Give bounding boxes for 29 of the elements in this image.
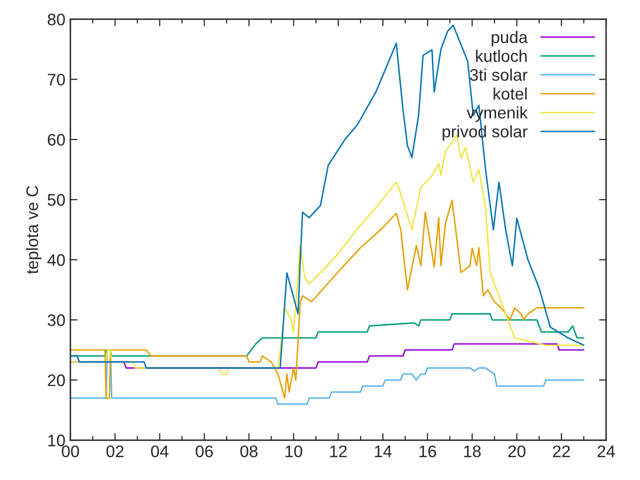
x-tick-label: 24 <box>598 445 615 458</box>
y-tick-label: 30 <box>48 314 65 326</box>
x-tick-label: 22 <box>553 445 570 458</box>
x-tick-label: 02 <box>106 445 124 458</box>
line-series <box>70 200 584 399</box>
legend-label: kutloch <box>476 50 527 62</box>
y-tick-label: 80 <box>48 14 65 26</box>
line-series <box>70 24 584 369</box>
y-tick-label: 50 <box>48 194 65 206</box>
legend-label: puda <box>492 30 528 46</box>
x-tick-label: 12 <box>330 445 347 458</box>
y-tick-label: 10 <box>48 434 65 446</box>
legend-label: 3ti solar <box>470 68 528 81</box>
line-series <box>70 349 584 405</box>
legend-label: kotel <box>494 87 527 100</box>
x-tick-label: 04 <box>151 445 168 458</box>
y-axis-title: teplota ve C <box>26 186 42 274</box>
x-tick-label: 18 <box>464 445 481 458</box>
y-tick-label: 20 <box>48 374 65 386</box>
x-tick-label: 06 <box>196 445 213 458</box>
x-tick-label: 20 <box>508 445 526 458</box>
x-tick-label: 00 <box>62 445 80 458</box>
y-tick-label: 40 <box>47 254 65 266</box>
x-tick-label: 08 <box>240 445 258 458</box>
y-tick-label: 60 <box>48 134 65 146</box>
x-tick-label: 16 <box>420 445 436 458</box>
x-tick-label: 10 <box>286 445 302 458</box>
y-tick-label: 70 <box>48 74 65 86</box>
x-tick-label: 14 <box>374 446 392 458</box>
